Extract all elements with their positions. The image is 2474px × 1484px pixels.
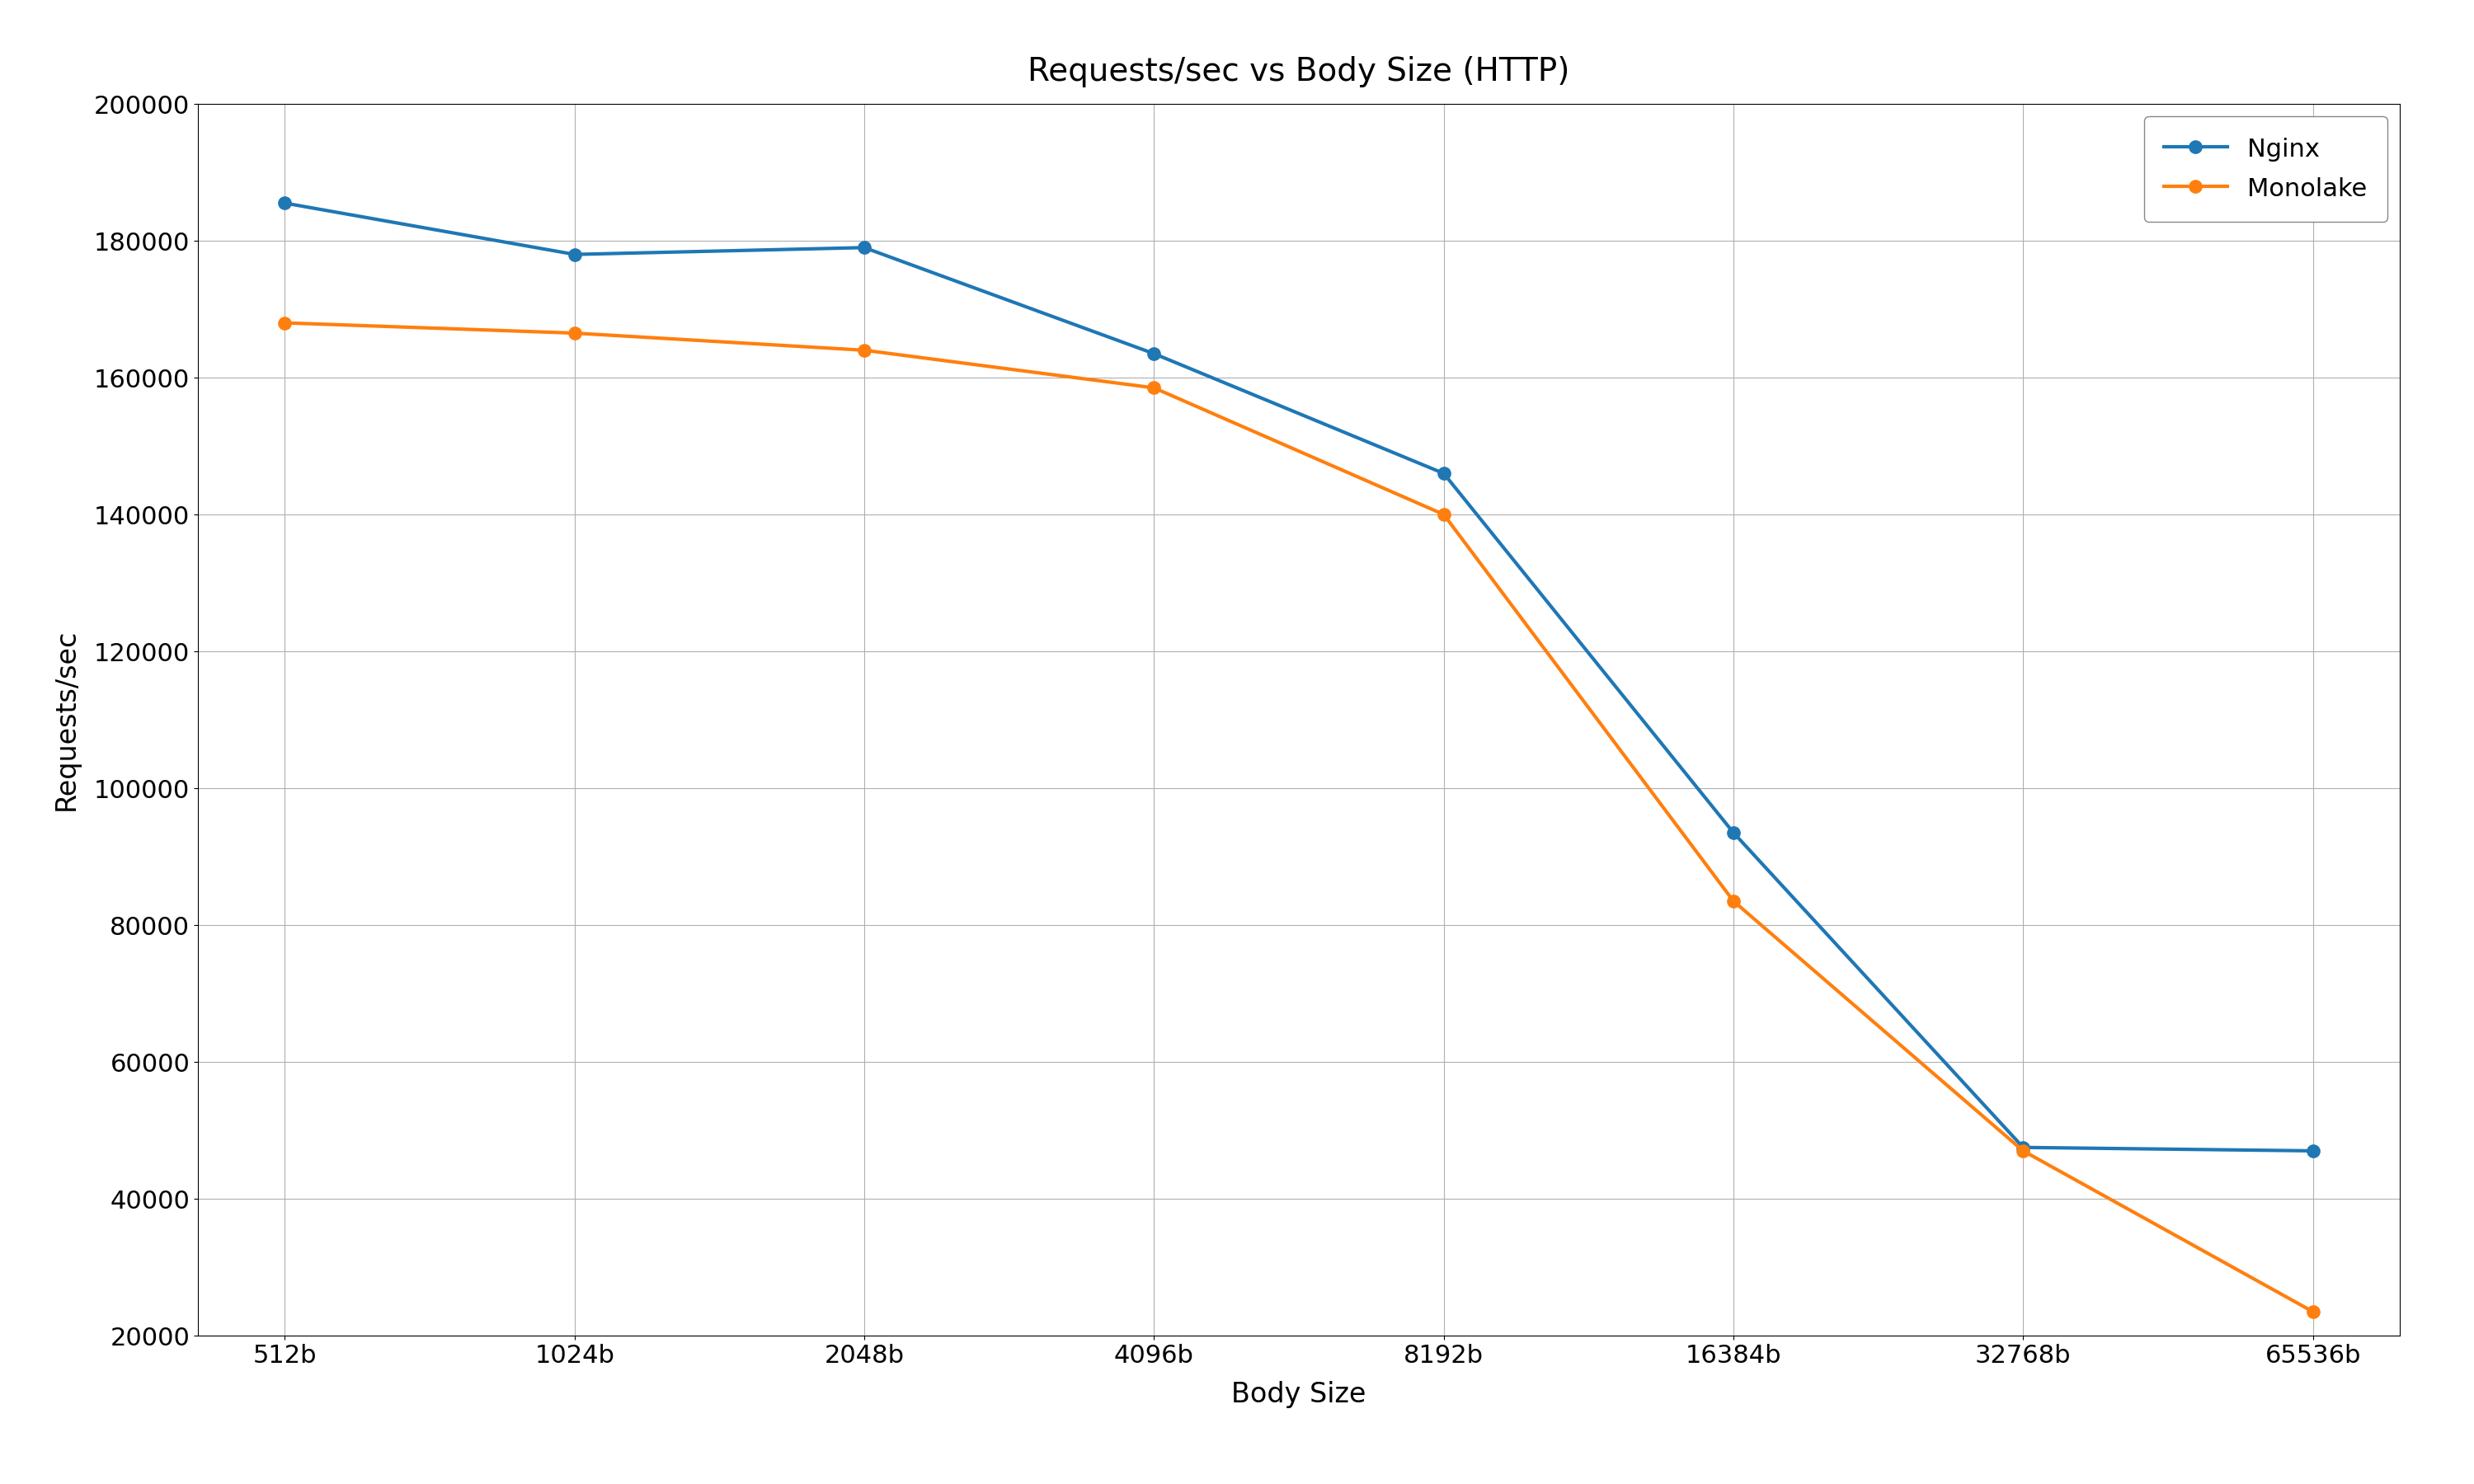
Monolake: [559, 324, 589, 341]
Nginx: [1138, 344, 1168, 362]
Nginx: [2298, 1143, 2328, 1160]
Legend: Nginx, Monolake: Nginx, Monolake: [2145, 116, 2387, 221]
X-axis label: Body Size: Body Size: [1232, 1382, 1366, 1408]
Monolake: [1138, 378, 1168, 396]
Y-axis label: Requests/sec: Requests/sec: [52, 629, 79, 810]
Nginx: [2009, 1138, 2039, 1156]
Nginx: [1719, 824, 1749, 841]
Nginx: [1430, 464, 1460, 482]
Monolake: [1430, 506, 1460, 524]
Nginx: [559, 245, 589, 263]
Line: Nginx: Nginx: [280, 197, 2318, 1158]
Line: Monolake: Monolake: [280, 316, 2318, 1318]
Monolake: [270, 315, 299, 332]
Nginx: [270, 194, 299, 212]
Monolake: [1719, 892, 1749, 910]
Monolake: [849, 341, 878, 359]
Nginx: [849, 239, 878, 257]
Monolake: [2298, 1303, 2328, 1321]
Monolake: [2009, 1143, 2039, 1160]
Title: Requests/sec vs Body Size (HTTP): Requests/sec vs Body Size (HTTP): [1027, 56, 1571, 88]
